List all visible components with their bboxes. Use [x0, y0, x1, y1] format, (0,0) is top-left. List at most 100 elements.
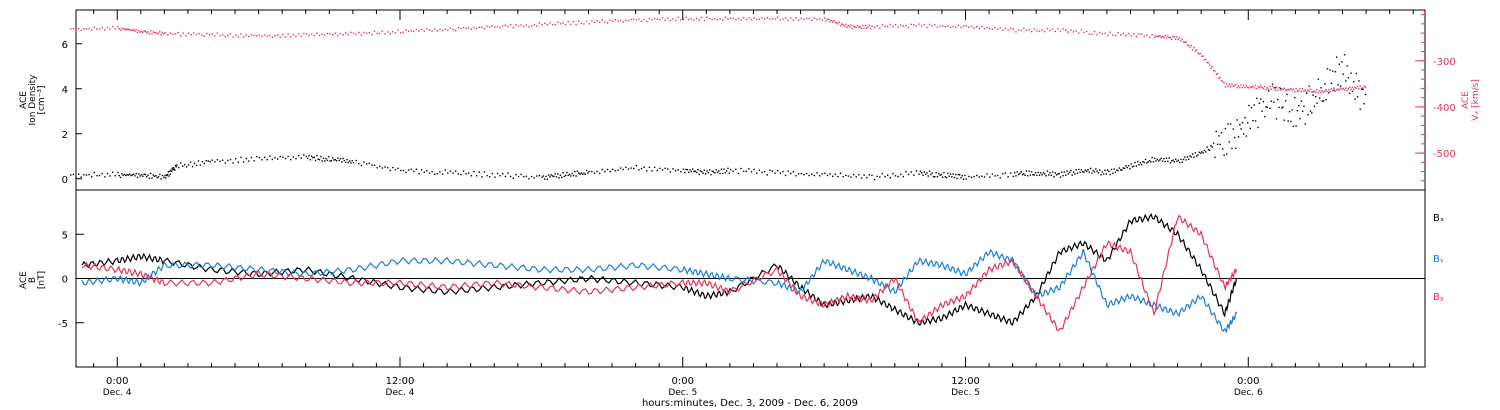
- top-series-0-point: [1049, 172, 1051, 174]
- top-series-0-point: [1033, 174, 1035, 176]
- top-series-1-point: [879, 27, 881, 30]
- top-series-1-point: [852, 25, 855, 27]
- top-series-0-point: [536, 175, 538, 177]
- top-series-0-point: [407, 169, 410, 171]
- top-series-1-point: [290, 36, 292, 38]
- top-series-0-point: [1110, 168, 1113, 171]
- top-series-1-point: [554, 24, 556, 26]
- top-left-label-line-3: [cm⁻³]: [37, 85, 47, 114]
- top-series-1-point: [465, 27, 467, 30]
- top-series-0-point: [672, 168, 674, 170]
- top-series-0-point: [1291, 109, 1293, 111]
- top-series-0-point: [211, 159, 213, 161]
- top-series-1-point: [1358, 88, 1360, 90]
- top-series-0-point: [1339, 85, 1342, 87]
- top-series-1-point: [454, 29, 457, 32]
- top-series-1-point: [934, 24, 936, 26]
- top-series-0-point: [405, 171, 407, 174]
- bottom-left-label-line-1: ACE: [19, 271, 29, 289]
- top-series-1-point: [143, 30, 145, 32]
- top-series-0-point: [588, 170, 590, 173]
- top-series-0-point: [475, 175, 478, 177]
- top-series-0-point: [164, 174, 166, 177]
- top-series-1-point: [913, 24, 915, 26]
- top-series-0-point: [517, 175, 520, 178]
- top-series-0-point: [900, 173, 902, 176]
- top-series-0-point: [879, 176, 881, 178]
- top-series-1-point: [1219, 76, 1221, 79]
- top-series-0-point: [661, 169, 664, 171]
- top-series-0-point: [583, 172, 585, 174]
- top-series-0-point: [258, 156, 261, 159]
- top-series-0-point: [199, 164, 202, 166]
- top-series-0-point: [468, 172, 470, 174]
- top-series-0-point: [1226, 153, 1228, 155]
- top-series-1-point: [1099, 31, 1101, 34]
- top-series-0-point: [724, 172, 727, 174]
- top-series-1-point: [201, 34, 203, 36]
- top-series-0-point: [250, 156, 253, 159]
- top-series-1-point: [981, 25, 983, 27]
- top-series-0-point: [1362, 88, 1364, 91]
- top-series-0-point: [170, 169, 172, 171]
- top-series-0-point: [156, 177, 158, 179]
- top-series-0-point: [1275, 118, 1278, 120]
- top-series-0-point: [180, 162, 182, 164]
- x-tick-date-label: Dec. 5: [951, 388, 980, 398]
- top-series-0-point: [587, 172, 589, 174]
- top-series-0-point: [169, 173, 171, 175]
- top-series-0-point: [1337, 84, 1339, 86]
- top-series-1-point: [1046, 27, 1049, 30]
- top-series-1-point: [1275, 86, 1278, 88]
- top-series-1-point: [1236, 87, 1238, 89]
- top-series-1-point: [151, 33, 153, 35]
- top-series-0-point: [1305, 92, 1308, 95]
- top-series-0-point: [824, 172, 826, 175]
- top-series-1-point: [371, 33, 373, 36]
- top-series-0-point: [927, 175, 929, 177]
- top-series-0-point: [1260, 98, 1262, 100]
- top-series-1-point: [682, 18, 685, 21]
- top-series-0-point: [1112, 172, 1114, 174]
- top-series-0-point: [1134, 161, 1136, 164]
- top-series-1-point: [326, 32, 329, 35]
- top-series-1-point: [1309, 88, 1312, 91]
- top-series-1-point: [316, 32, 318, 34]
- top-series-1-point: [706, 16, 708, 18]
- top-series-1-point: [808, 17, 810, 20]
- top-series-1-point: [1232, 85, 1234, 87]
- top-series-1-point: [1191, 49, 1194, 51]
- top-series-1-point: [1157, 35, 1160, 37]
- top-series-1-point: [774, 18, 776, 20]
- top-series-1-point: [321, 33, 323, 35]
- top-series-0-point: [792, 171, 795, 173]
- top-series-0-point: [748, 167, 750, 170]
- top-series-1-point: [494, 26, 496, 28]
- top-series-0-point: [1174, 158, 1177, 160]
- top-series-1-point: [1239, 86, 1241, 89]
- top-series-1-point: [478, 26, 480, 28]
- top-series-0-point: [774, 172, 776, 174]
- top-series-0-point: [360, 164, 363, 167]
- top-series-0-point: [935, 171, 937, 174]
- top-series-0-point: [325, 157, 327, 160]
- top-series-0-point: [970, 176, 973, 178]
- top-series-1-point: [1226, 83, 1228, 85]
- top-series-1-point: [756, 18, 758, 21]
- top-series-1-point: [1072, 31, 1075, 33]
- top-series-0-point: [1106, 169, 1109, 171]
- top-series-0-point: [384, 166, 386, 168]
- top-series-0-point: [957, 173, 960, 176]
- top-series-1-point: [1151, 34, 1153, 36]
- top-series-0-point: [1013, 172, 1016, 174]
- top-series-1-point: [169, 32, 171, 34]
- top-series-1-point: [745, 18, 747, 21]
- top-series-1-point: [646, 20, 648, 23]
- top-series-0-point: [1095, 168, 1097, 170]
- top-series-0-point: [155, 175, 157, 177]
- top-series-1-point: [1010, 27, 1012, 30]
- bottom-left-label-line-3: [nT]: [37, 271, 47, 289]
- top-series-0-point: [297, 154, 300, 157]
- top-series-0-point: [729, 168, 732, 171]
